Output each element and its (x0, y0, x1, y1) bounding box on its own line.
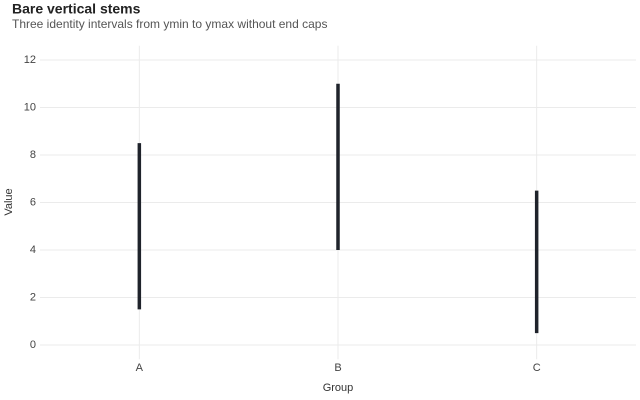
chart-subtitle: Three identity intervals from ymin to ym… (12, 17, 327, 31)
y-tick-label: 2 (30, 291, 36, 303)
x-tick-label: A (136, 362, 144, 374)
x-tick-label: B (334, 362, 341, 374)
x-tick-label: C (533, 362, 541, 374)
y-tick-label: 8 (30, 149, 36, 161)
chart-title: Bare vertical stems (12, 1, 141, 17)
y-tick-label: 6 (30, 196, 36, 208)
y-axis-label: Value (3, 188, 15, 215)
y-tick-label: 12 (24, 54, 36, 66)
y-tick-label: 10 (24, 101, 36, 113)
y-tick-label: 0 (30, 339, 36, 351)
x-axis-label: Group (323, 382, 354, 394)
y-tick-label: 4 (30, 244, 36, 256)
